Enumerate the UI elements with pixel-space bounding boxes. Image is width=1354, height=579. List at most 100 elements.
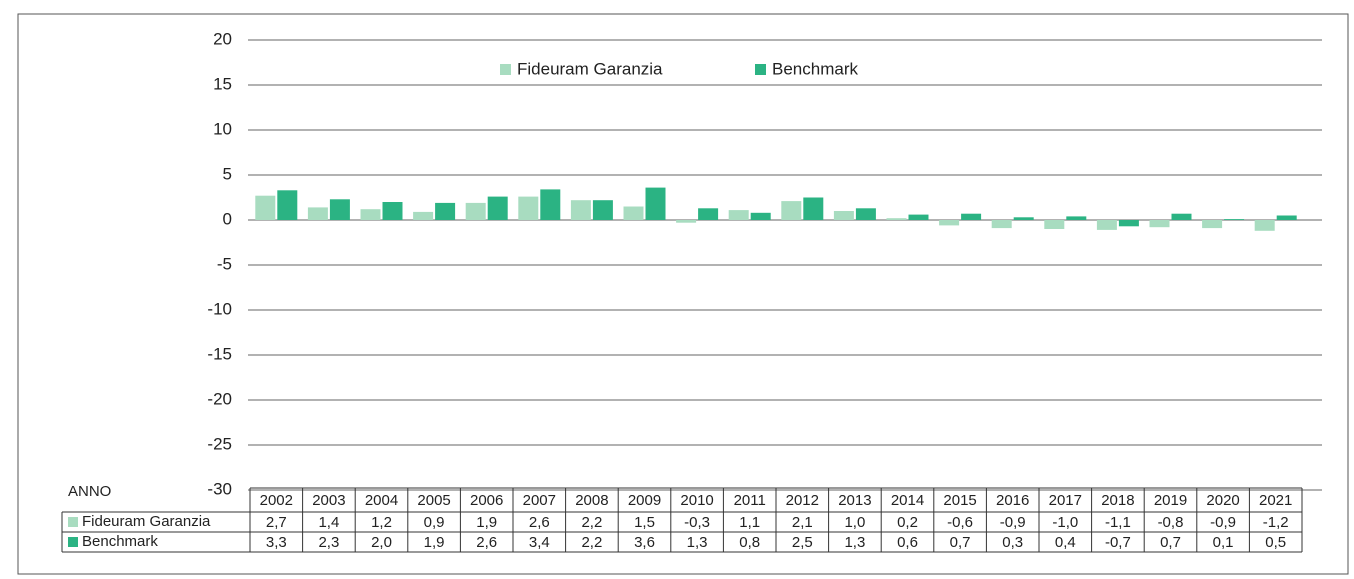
bar bbox=[518, 196, 539, 220]
data-label: 3,4 bbox=[529, 534, 550, 551]
data-label: 1,1 bbox=[739, 514, 760, 531]
data-label: -0,7 bbox=[1105, 534, 1131, 551]
data-label: 1,2 bbox=[371, 514, 392, 531]
bar bbox=[645, 187, 666, 220]
data-label: 2,2 bbox=[581, 514, 602, 531]
x-tick-label: 2020 bbox=[1206, 492, 1239, 509]
data-label: 0,6 bbox=[897, 534, 918, 551]
data-label: 1,3 bbox=[687, 534, 708, 551]
bar bbox=[1224, 219, 1245, 220]
x-tick-label: 2021 bbox=[1259, 492, 1292, 509]
bar bbox=[1044, 220, 1065, 229]
data-label: -0,9 bbox=[1210, 514, 1236, 531]
x-tick-label: 2002 bbox=[260, 492, 293, 509]
frame bbox=[17, 13, 1349, 575]
data-label: 2,5 bbox=[792, 534, 813, 551]
bar bbox=[698, 208, 719, 220]
x-tick-label: 2015 bbox=[943, 492, 976, 509]
x-tick-label: 2003 bbox=[312, 492, 345, 509]
bar bbox=[540, 189, 561, 220]
data-label: 0,5 bbox=[1265, 534, 1286, 551]
y-tick-label: -15 bbox=[207, 344, 232, 363]
x-tick-label: 2017 bbox=[1049, 492, 1082, 509]
data-label: 0,8 bbox=[739, 534, 760, 551]
x-tick-label: 2018 bbox=[1101, 492, 1134, 509]
legend-swatch bbox=[500, 64, 511, 75]
bar bbox=[1096, 220, 1117, 230]
bar bbox=[1149, 220, 1170, 228]
bar bbox=[855, 208, 876, 220]
bar bbox=[487, 196, 508, 220]
x-tick-label: 2011 bbox=[734, 492, 766, 509]
bar bbox=[382, 202, 403, 220]
y-tick-label: -20 bbox=[207, 389, 232, 408]
bar bbox=[750, 212, 771, 220]
data-label: 1,4 bbox=[318, 514, 339, 531]
data-label: 0,1 bbox=[1213, 534, 1234, 551]
bar bbox=[413, 211, 434, 220]
x-tick-label: 2009 bbox=[628, 492, 661, 509]
data-label: 1,3 bbox=[844, 534, 865, 551]
bar bbox=[939, 220, 960, 226]
bar bbox=[277, 190, 298, 220]
table-header: ANNO bbox=[68, 483, 111, 500]
data-label: -0,9 bbox=[1000, 514, 1026, 531]
data-label: 0,4 bbox=[1055, 534, 1076, 551]
data-label: 0,3 bbox=[1002, 534, 1023, 551]
data-label: 1,0 bbox=[844, 514, 865, 531]
x-tick-label: 2013 bbox=[838, 492, 871, 509]
bar bbox=[803, 197, 824, 220]
data-label: 2,6 bbox=[529, 514, 550, 531]
data-label: -1,2 bbox=[1263, 514, 1289, 531]
y-tick-label: 15 bbox=[213, 74, 232, 93]
data-label: 1,5 bbox=[634, 514, 655, 531]
y-tick-label: -10 bbox=[207, 299, 232, 318]
x-tick-label: 2014 bbox=[891, 492, 924, 509]
x-tick-label: 2005 bbox=[417, 492, 450, 509]
bar bbox=[570, 200, 591, 220]
y-tick-label: -25 bbox=[207, 434, 232, 453]
data-label: 1,9 bbox=[476, 514, 497, 531]
data-label: 2,7 bbox=[266, 514, 287, 531]
bar bbox=[676, 220, 697, 223]
table-swatch bbox=[68, 537, 78, 547]
x-tick-label: 2006 bbox=[470, 492, 503, 509]
bar bbox=[886, 218, 907, 220]
data-label: 1,9 bbox=[424, 534, 445, 551]
x-tick-label: 2007 bbox=[523, 492, 556, 509]
data-label: 2,2 bbox=[581, 534, 602, 551]
legend-swatch bbox=[755, 64, 766, 75]
y-tick-label: 10 bbox=[213, 119, 232, 138]
x-tick-label: 2019 bbox=[1154, 492, 1187, 509]
bar bbox=[833, 211, 854, 220]
data-label: 0,2 bbox=[897, 514, 918, 531]
bar bbox=[592, 200, 613, 220]
y-tick-label: 20 bbox=[213, 29, 232, 48]
x-tick-label: 2004 bbox=[365, 492, 398, 509]
y-tick-label: 5 bbox=[223, 164, 232, 183]
data-label: -1,0 bbox=[1052, 514, 1078, 531]
legend-label: Benchmark bbox=[772, 59, 858, 78]
y-tick-label: 0 bbox=[223, 209, 232, 228]
bar bbox=[307, 207, 328, 220]
data-label: -1,1 bbox=[1105, 514, 1131, 531]
bar bbox=[1013, 217, 1034, 220]
bar bbox=[435, 202, 456, 220]
bar bbox=[360, 209, 381, 220]
table-row-label: Fideuram Garanzia bbox=[82, 513, 211, 530]
bar bbox=[623, 206, 644, 220]
bar bbox=[1118, 220, 1139, 227]
data-label: 0,7 bbox=[950, 534, 971, 551]
data-label: -0,3 bbox=[684, 514, 710, 531]
bar bbox=[1254, 220, 1275, 231]
bar bbox=[329, 199, 350, 220]
table-swatch bbox=[68, 517, 78, 527]
x-tick-label: 2016 bbox=[996, 492, 1029, 509]
bar bbox=[1171, 213, 1192, 220]
data-label: 0,7 bbox=[1160, 534, 1181, 551]
x-tick-label: 2012 bbox=[786, 492, 819, 509]
data-label: -0,8 bbox=[1158, 514, 1184, 531]
data-label: 3,3 bbox=[266, 534, 287, 551]
